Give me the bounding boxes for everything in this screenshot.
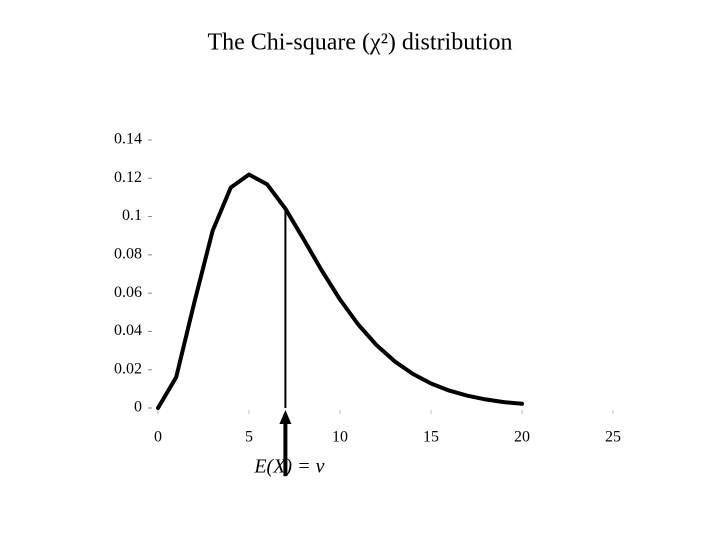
x-tick-label: 20 <box>514 429 530 446</box>
x-tick-label: 15 <box>423 429 439 446</box>
x-tick-label: 25 <box>605 429 621 446</box>
chart-title: The Chi-square (χ²) distribution <box>207 30 512 56</box>
y-tick-label: 0.12 <box>114 169 142 186</box>
y-tick-label: 0.06 <box>114 284 142 301</box>
y-tick-label: 0 <box>134 399 142 416</box>
y-tick-label: 0.08 <box>114 246 142 263</box>
annotation: E(X) = ν <box>253 456 324 478</box>
y-tick-label: 0.14 <box>114 131 142 148</box>
y-tick-label: 0.04 <box>114 322 142 339</box>
y-tick-label: 0.1 <box>122 207 142 224</box>
x-tick-label: 5 <box>245 429 253 446</box>
arrow-head <box>279 410 292 424</box>
x-tick-label: 10 <box>332 429 348 446</box>
y-tick-label: 0.02 <box>114 360 142 377</box>
series-line <box>156 172 524 410</box>
x-tick-label: 0 <box>154 429 162 446</box>
